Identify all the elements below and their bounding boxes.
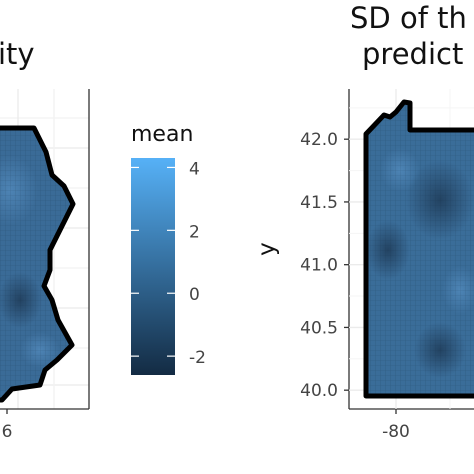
right-y-axis-label: y — [254, 242, 280, 256]
right-y-tick-label: 40.5 — [300, 318, 338, 338]
right-y-tick-label: 40.0 — [300, 381, 338, 401]
left-panel-title: ity — [0, 37, 35, 71]
right-state-border — [363, 99, 474, 399]
right-x-axis: -80 — [382, 409, 410, 442]
legend-title: mean — [131, 122, 193, 147]
legend-colorbar — [131, 158, 175, 375]
legend-tick-label: -2 — [189, 348, 206, 368]
legend: mean 4 2 0 -2 — [131, 122, 206, 375]
right-y-axis: 40.0 40.5 41.0 41.5 42.0 — [300, 130, 349, 401]
legend-tick-label: 4 — [189, 159, 200, 179]
left-panel: ity 6 — [0, 37, 90, 442]
left-panel-raster — [0, 125, 76, 403]
right-x-tick-label: -80 — [382, 422, 410, 442]
right-panel-raster — [363, 99, 474, 399]
legend-tick-label: 0 — [189, 285, 200, 305]
right-panel-title-line-1: SD of th — [350, 1, 467, 35]
legend-ticks: 4 2 0 -2 — [131, 159, 206, 368]
legend-tick-label: 2 — [189, 222, 200, 242]
right-y-tick-label: 41.0 — [300, 256, 338, 276]
right-panel: SD of th predict 40.0 40.5 41.0 41.5 42.0 -8… — [254, 1, 474, 442]
left-state-border — [0, 125, 76, 403]
right-y-tick-label: 42.0 — [300, 130, 338, 150]
left-x-tick-label: 6 — [2, 422, 13, 442]
right-panel-title-line-2: predict — [362, 37, 463, 71]
right-y-tick-label: 41.5 — [300, 193, 338, 213]
